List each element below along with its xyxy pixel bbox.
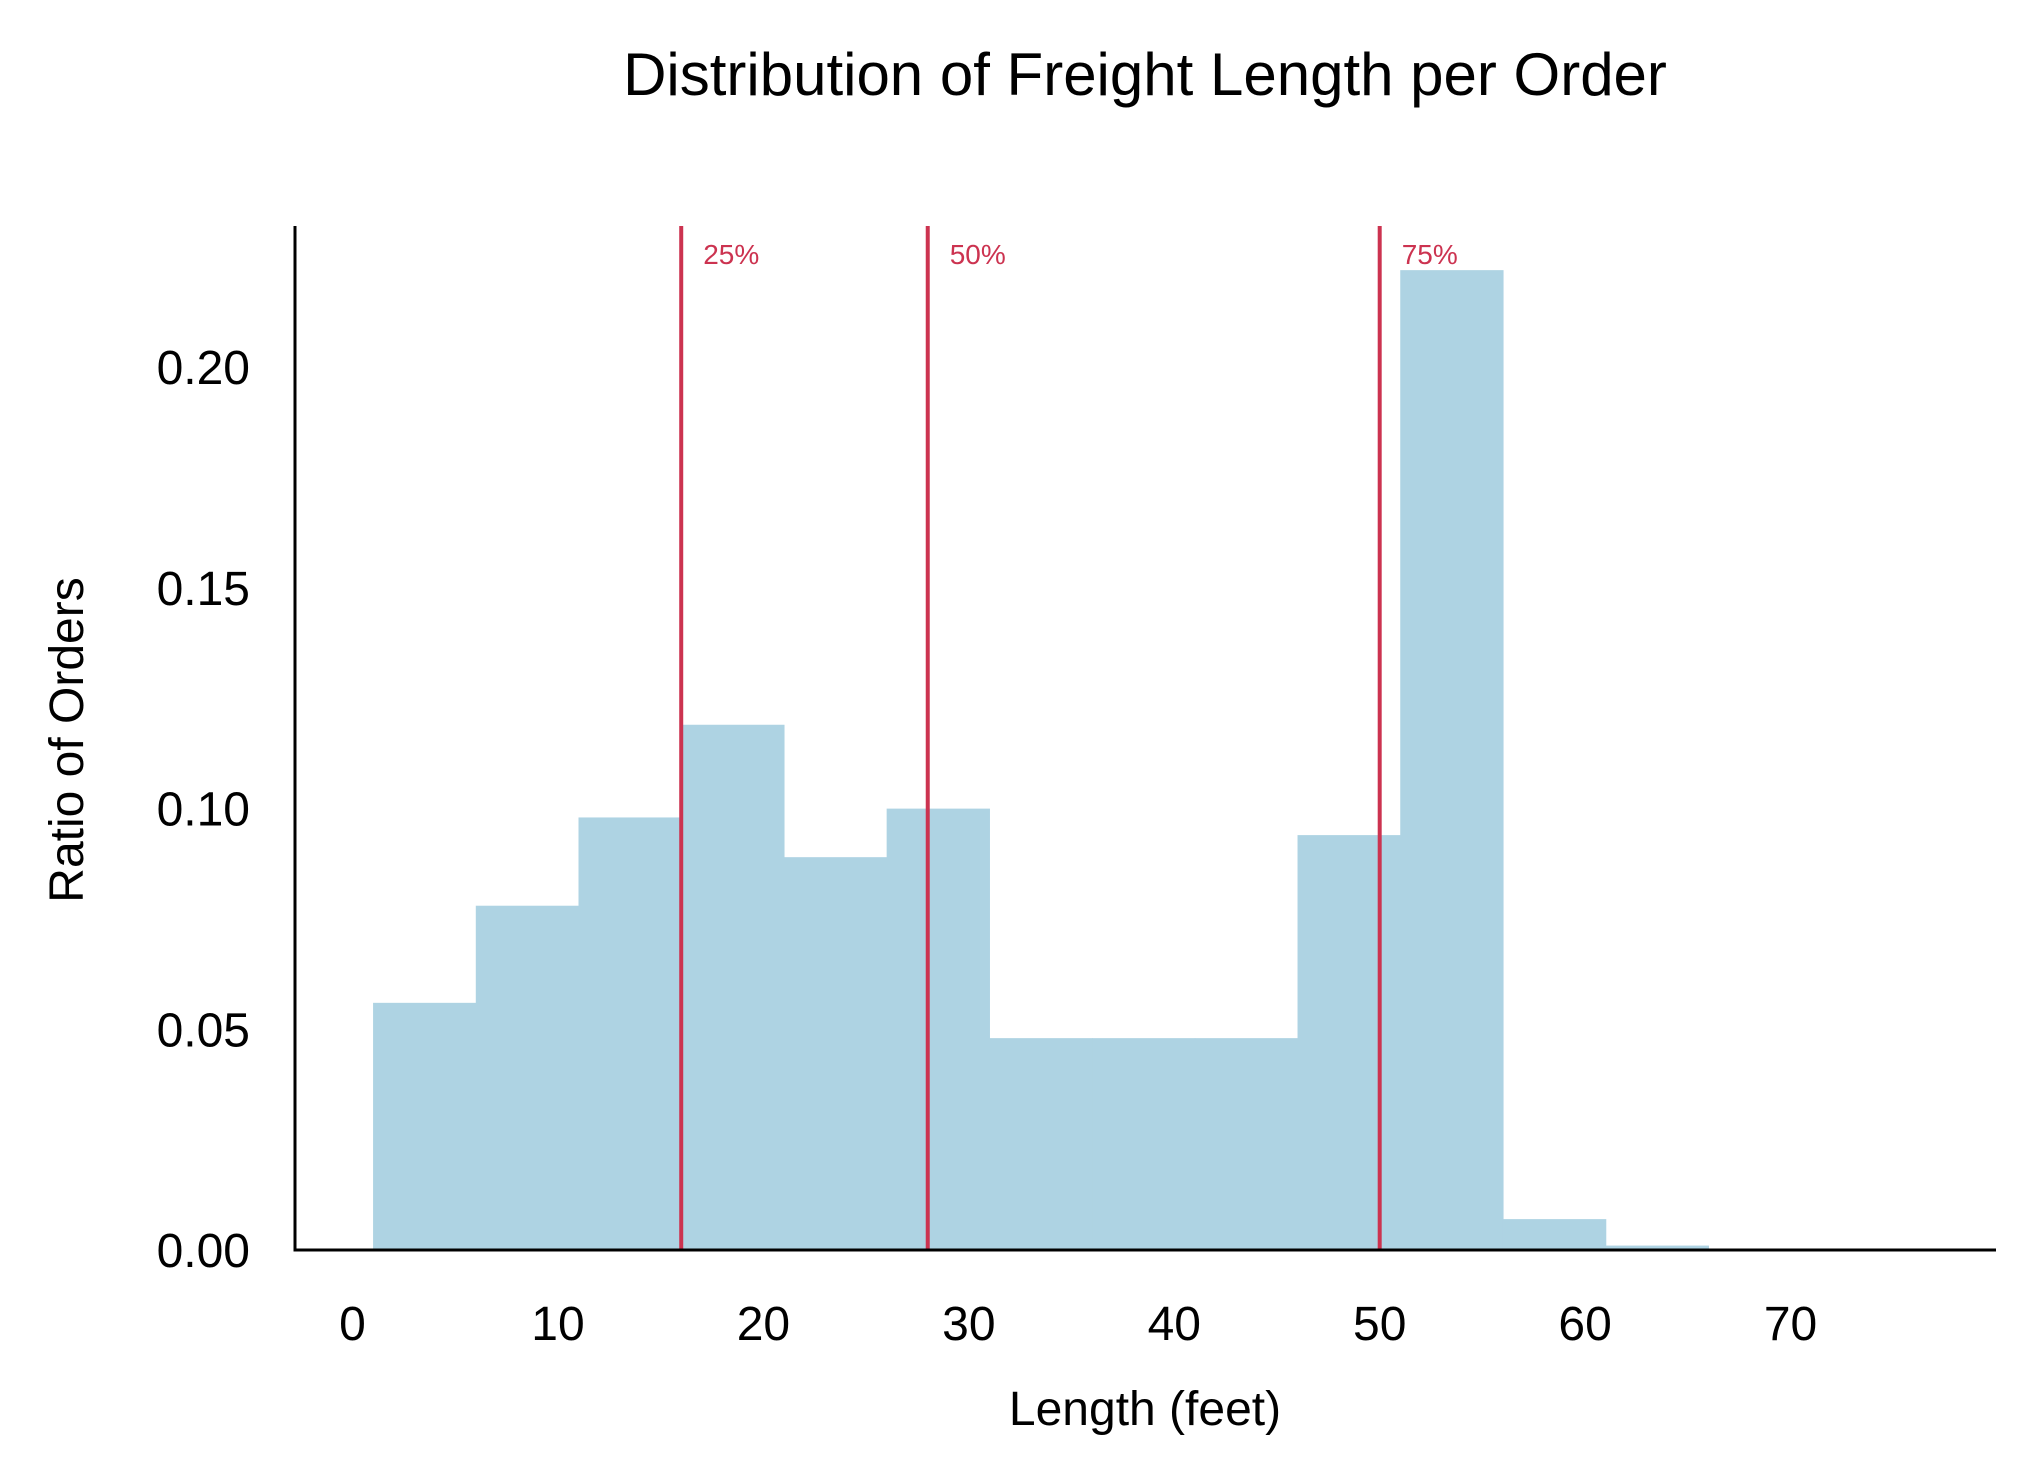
histogram-bar bbox=[373, 1002, 477, 1250]
histogram-bar bbox=[1194, 1038, 1299, 1250]
bars-group bbox=[373, 270, 1915, 1250]
x-tick-label: 20 bbox=[737, 1298, 790, 1351]
y-tick-label: 0.00 bbox=[157, 1225, 250, 1278]
histogram-bar bbox=[578, 817, 682, 1250]
histogram-bar bbox=[475, 905, 580, 1250]
quantile-label: 25% bbox=[703, 239, 759, 270]
x-tick-label: 40 bbox=[1148, 1298, 1201, 1351]
histogram-bar bbox=[989, 1038, 1093, 1250]
quantile-label: 50% bbox=[950, 239, 1006, 270]
quantile-label: 75% bbox=[1402, 239, 1458, 270]
x-tick-label: 60 bbox=[1558, 1298, 1611, 1351]
histogram-bar bbox=[1605, 1245, 1709, 1250]
y-tick-label: 0.15 bbox=[157, 563, 250, 616]
x-tick-label: 0 bbox=[339, 1298, 366, 1351]
x-tick-labels: 0 10 20 30 40 50 60 70 bbox=[339, 1298, 1817, 1351]
histogram-bar bbox=[681, 724, 785, 1250]
x-tick-label: 10 bbox=[531, 1298, 584, 1351]
y-tick-label: 0.05 bbox=[157, 1004, 250, 1057]
histogram-bar bbox=[1502, 1219, 1607, 1250]
x-tick-label: 70 bbox=[1764, 1298, 1817, 1351]
quantile-lines-group: 25% 50% 75% bbox=[679, 226, 1458, 1250]
histogram-bar bbox=[886, 808, 990, 1250]
x-tick-label: 50 bbox=[1353, 1298, 1406, 1351]
chart-title: Distribution of Freight Length per Order bbox=[623, 41, 1667, 108]
histogram-bar bbox=[1297, 835, 1401, 1250]
histogram-bar bbox=[783, 857, 888, 1250]
y-tick-labels: 0.00 0.05 0.10 0.15 0.20 bbox=[157, 342, 250, 1278]
x-tick-label: 30 bbox=[942, 1298, 995, 1351]
histogram-bar bbox=[1400, 270, 1504, 1250]
y-tick-label: 0.20 bbox=[157, 342, 250, 395]
x-axis-label: Length (feet) bbox=[1009, 1383, 1281, 1436]
histogram-bar bbox=[1092, 1038, 1196, 1250]
y-tick-label: 0.10 bbox=[157, 784, 250, 837]
y-axis-label: Ratio of Orders bbox=[41, 577, 94, 902]
